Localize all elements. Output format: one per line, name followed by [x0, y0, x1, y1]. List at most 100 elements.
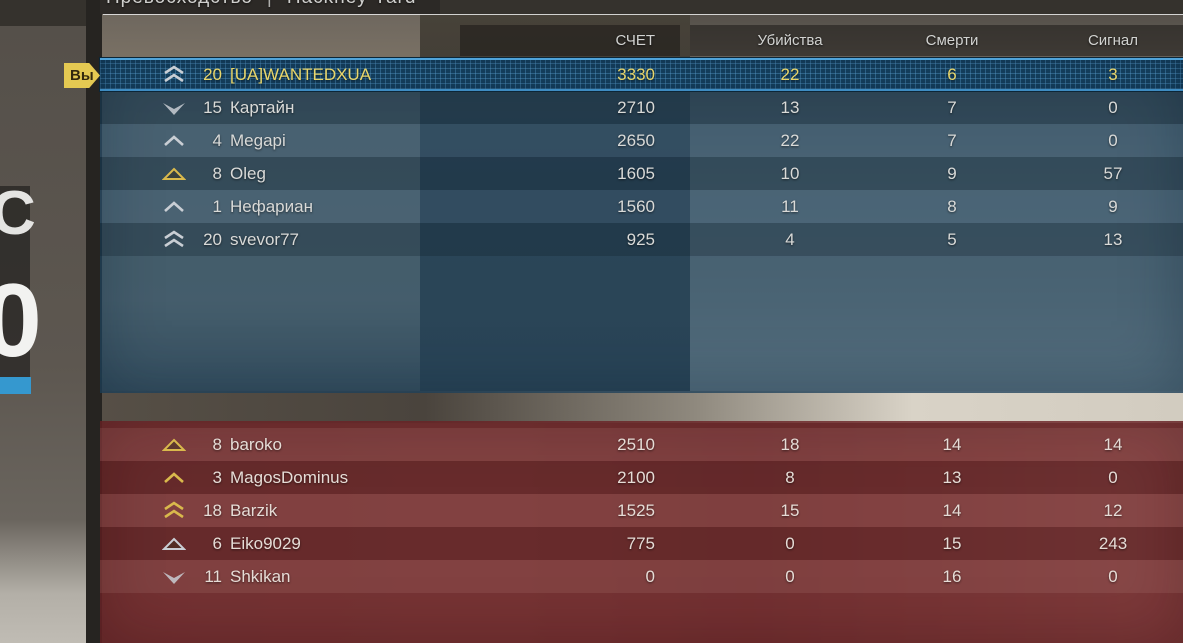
- player-name: Oleg: [230, 164, 266, 183]
- player-score: 2650: [617, 131, 655, 150]
- player-ping: 3: [1108, 65, 1118, 84]
- chevron-gold-icon: [152, 471, 196, 485]
- player-ping: 243: [1098, 534, 1128, 553]
- table-row[interactable]: 3 MagosDominus 2100 8 13 0: [100, 461, 1183, 494]
- player-ping: 13: [1103, 230, 1123, 249]
- enemy-team-rows: 8 baroko 2510 18 14 14 3 MagosDominus 21…: [100, 421, 1183, 593]
- table-row[interactable]: 8 baroko 2510 18 14 14: [100, 428, 1183, 461]
- player-deaths: 15: [942, 534, 962, 553]
- table-row[interactable]: 20 svevor77 925 4 5 13: [100, 223, 1183, 256]
- player-ping: 14: [1103, 435, 1123, 454]
- player-deaths: 16: [942, 567, 962, 586]
- player-level: 20: [203, 230, 222, 249]
- column-header-ping: Сигнал: [1087, 32, 1139, 49]
- player-kills: 18: [780, 435, 800, 454]
- chevron-silver-icon: [152, 200, 196, 214]
- table-row[interactable]: 8 Oleg 1605 10 9 57: [100, 157, 1183, 190]
- title-underline: [103, 14, 1183, 15]
- game-mode-label: Превосходство: [106, 0, 253, 9]
- player-score: 2710: [617, 98, 655, 117]
- player-level: 18: [203, 501, 222, 520]
- player-kills: 8: [785, 468, 795, 487]
- player-deaths: 6: [947, 65, 957, 84]
- player-level: 1: [212, 197, 222, 216]
- player-kills: 15: [780, 501, 800, 520]
- triangle-silver-icon: [152, 537, 196, 551]
- table-row[interactable]: 11 Shkikan 0 0 16 0: [100, 560, 1183, 593]
- player-deaths: 5: [947, 230, 957, 249]
- player-name: Megapi: [230, 131, 286, 150]
- stats-header-backdrop: [690, 25, 1183, 56]
- table-row[interactable]: 6 Eiko9029 775 0 15 243: [100, 527, 1183, 560]
- table-row[interactable]: 20 [UA]WANTEDXUA 3330 22 6 3: [100, 58, 1183, 91]
- player-level: 11: [204, 567, 222, 586]
- table-row[interactable]: 4 Megapi 2650 22 7 0: [100, 124, 1183, 157]
- double-chevron-silver-icon: [152, 230, 196, 249]
- table-row[interactable]: 15 Картайн 2710 13 7 0: [100, 91, 1183, 124]
- player-score: 2100: [617, 468, 655, 487]
- player-deaths: 8: [947, 197, 957, 216]
- player-deaths: 14: [942, 435, 962, 454]
- background-wall-edge: [86, 0, 102, 643]
- player-name: MagosDominus: [230, 468, 349, 487]
- match-title: Превосходство | Hackney Yard: [106, 0, 416, 9]
- player-kills: 11: [781, 197, 799, 216]
- player-level: 20: [203, 65, 222, 84]
- player-level: 8: [212, 435, 222, 454]
- score-header-backdrop: [460, 25, 680, 56]
- player-score: 775: [626, 534, 655, 553]
- double-chevron-silver-icon: [152, 65, 196, 84]
- player-score: 0: [645, 567, 655, 586]
- column-header-score: СЧЕТ: [615, 32, 656, 49]
- allied-team-rows: 20 [UA]WANTEDXUA 3330 22 6 3 15 Картайн …: [100, 58, 1183, 256]
- player-name: Eiko9029: [230, 534, 301, 553]
- triangle-gold-icon: [152, 167, 196, 181]
- wings-silver-icon: [152, 569, 196, 585]
- allied-team-panel: 20 [UA]WANTEDXUA 3330 22 6 3 15 Картайн …: [100, 58, 1183, 393]
- player-score: 1560: [617, 197, 655, 216]
- table-row[interactable]: 1 Нефариан 1560 11 8 9: [100, 190, 1183, 223]
- player-name: Нефариан: [230, 197, 313, 216]
- player-ping: 12: [1103, 501, 1123, 520]
- player-name: svevor77: [230, 230, 299, 249]
- player-ping: 0: [1108, 567, 1118, 586]
- table-row[interactable]: 18 Barzik 1525 15 14 12: [100, 494, 1183, 527]
- hud-objective-letter: C: [0, 179, 36, 248]
- player-score: 3330: [617, 65, 655, 84]
- hud-team-color-bar: [0, 377, 31, 394]
- player-deaths: 7: [947, 98, 957, 117]
- player-level: 6: [212, 534, 222, 553]
- column-header-kills: Убийства: [757, 32, 823, 49]
- background-floor-band: [100, 391, 1183, 423]
- title-separator: |: [267, 0, 273, 9]
- player-ping: 0: [1108, 131, 1118, 150]
- player-deaths: 9: [947, 164, 957, 183]
- hud-team-score: 0: [0, 263, 42, 379]
- wings-silver-icon: [152, 100, 196, 116]
- player-deaths: 7: [947, 131, 957, 150]
- hud-score-backdrop: [0, 186, 30, 378]
- player-ping: 57: [1103, 164, 1123, 183]
- player-level: 8: [212, 164, 222, 183]
- player-ping: 9: [1108, 197, 1118, 216]
- player-name: Barzik: [230, 501, 278, 520]
- player-kills: 4: [785, 230, 795, 249]
- player-name: Картайн: [230, 98, 295, 117]
- column-header-deaths: Смерти: [925, 32, 979, 49]
- player-score: 2510: [617, 435, 655, 454]
- player-kills: 13: [780, 98, 800, 117]
- enemy-team-panel: 8 baroko 2510 18 14 14 3 MagosDominus 21…: [100, 421, 1183, 643]
- player-name: [UA]WANTEDXUA: [230, 65, 372, 84]
- player-score: 925: [626, 230, 655, 249]
- player-kills: 0: [785, 567, 795, 586]
- column-header-row: СЧЕТ Убийства Смерти Сигнал: [100, 25, 1183, 56]
- player-deaths: 13: [942, 468, 962, 487]
- chevron-silver-icon: [152, 134, 196, 148]
- player-score: 1605: [617, 164, 655, 183]
- map-name-label: Hackney Yard: [287, 0, 417, 9]
- double-chevron-gold-icon: [152, 501, 196, 520]
- player-level: 4: [212, 131, 222, 150]
- player-name: baroko: [230, 435, 282, 454]
- player-level: 15: [203, 98, 222, 117]
